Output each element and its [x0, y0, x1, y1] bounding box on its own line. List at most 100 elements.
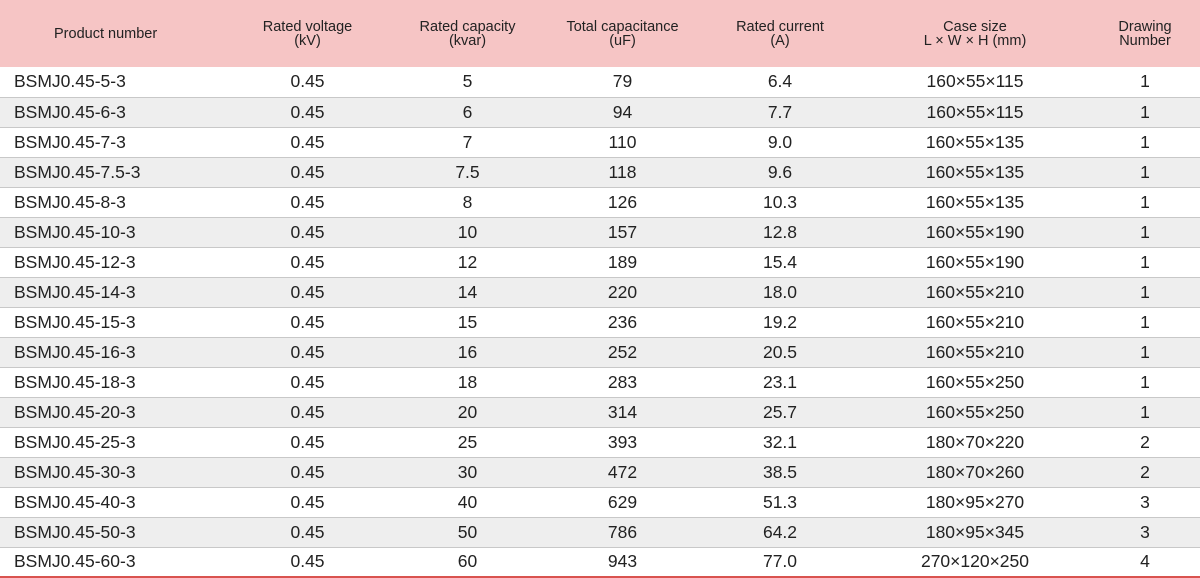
- header-label: Rated voltage: [262, 18, 353, 35]
- table-row: BSMJ0.45-50-3 0.45 50 786 64.2 180×95×345 3: [0, 517, 1200, 548]
- table-row: BSMJ0.45-15-3 0.45 15 236 19.2 160×55×210 1: [0, 307, 1200, 338]
- cell-rated-current: 12.8: [700, 217, 860, 248]
- cell-rated-capacity: 50: [390, 517, 545, 548]
- cell-case-size: 160×55×190: [860, 217, 1090, 248]
- header-unit: L × W × H (mm): [923, 32, 1027, 49]
- cell-rated-voltage: 0.45: [225, 97, 390, 128]
- table-row: BSMJ0.45-7.5-3 0.45 7.5 118 9.6 160×55×135 1: [0, 157, 1200, 188]
- cell-case-size: 160×55×210: [860, 337, 1090, 368]
- cell-rated-capacity: 7: [390, 127, 545, 158]
- cell-drawing-number: 1: [1090, 97, 1200, 128]
- cell-case-size: 180×95×345: [860, 517, 1090, 548]
- cell-rated-capacity: 15: [390, 307, 545, 338]
- cell-total-capacitance: 252: [545, 337, 700, 368]
- cell-case-size: 160×55×115: [860, 67, 1090, 98]
- cell-total-capacitance: 118: [545, 157, 700, 188]
- cell-product-number: BSMJ0.45-7.5-3: [0, 157, 225, 188]
- table-header: Product number Rated voltage (kV) Rated …: [0, 0, 1200, 67]
- table-row: BSMJ0.45-14-3 0.45 14 220 18.0 160×55×210 1: [0, 277, 1200, 308]
- cell-rated-voltage: 0.45: [225, 67, 390, 98]
- cell-rated-voltage: 0.45: [225, 517, 390, 548]
- header-label: Product number: [54, 25, 158, 42]
- cell-product-number: BSMJ0.45-20-3: [0, 397, 225, 428]
- cell-rated-voltage: 0.45: [225, 337, 390, 368]
- cell-case-size: 160×55×115: [860, 97, 1090, 128]
- cell-drawing-number: 1: [1090, 187, 1200, 218]
- cell-rated-current: 32.1: [700, 427, 860, 458]
- cell-rated-current: 20.5: [700, 337, 860, 368]
- cell-case-size: 160×55×135: [860, 187, 1090, 218]
- table-row: BSMJ0.45-10-3 0.45 10 157 12.8 160×55×190 1: [0, 217, 1200, 248]
- cell-rated-current: 6.4: [700, 67, 860, 98]
- cell-rated-voltage: 0.45: [225, 127, 390, 158]
- cell-drawing-number: 1: [1090, 217, 1200, 248]
- cell-drawing-number: 2: [1090, 457, 1200, 488]
- cell-product-number: BSMJ0.45-40-3: [0, 487, 225, 518]
- cell-product-number: BSMJ0.45-16-3: [0, 337, 225, 368]
- cell-rated-capacity: 25: [390, 427, 545, 458]
- cell-total-capacitance: 472: [545, 457, 700, 488]
- cell-product-number: BSMJ0.45-7-3: [0, 127, 225, 158]
- cell-case-size: 160×55×210: [860, 307, 1090, 338]
- cell-rated-current: 9.6: [700, 157, 860, 188]
- cell-case-size: 160×55×250: [860, 367, 1090, 398]
- cell-rated-capacity: 10: [390, 217, 545, 248]
- cell-product-number: BSMJ0.45-5-3: [0, 67, 225, 98]
- cell-rated-voltage: 0.45: [225, 307, 390, 338]
- cell-case-size: 160×55×250: [860, 397, 1090, 428]
- cell-drawing-number: 1: [1090, 247, 1200, 278]
- table-row: BSMJ0.45-16-3 0.45 16 252 20.5 160×55×210 1: [0, 337, 1200, 368]
- cell-rated-current: 10.3: [700, 187, 860, 218]
- cell-case-size: 160×55×190: [860, 247, 1090, 278]
- cell-rated-capacity: 14: [390, 277, 545, 308]
- cell-rated-current: 19.2: [700, 307, 860, 338]
- cell-drawing-number: 1: [1090, 67, 1200, 98]
- cell-rated-capacity: 60: [390, 547, 545, 578]
- cell-drawing-number: 1: [1090, 397, 1200, 428]
- header-unit: (kvar): [448, 32, 487, 49]
- cell-total-capacitance: 220: [545, 277, 700, 308]
- header-total-capacitance: Total capacitance (uF): [545, 0, 700, 67]
- cell-rated-capacity: 40: [390, 487, 545, 518]
- header-label-line2: Number: [1119, 32, 1171, 49]
- cell-rated-current: 18.0: [700, 277, 860, 308]
- cell-product-number: BSMJ0.45-15-3: [0, 307, 225, 338]
- cell-total-capacitance: 94: [545, 97, 700, 128]
- cell-product-number: BSMJ0.45-60-3: [0, 547, 225, 578]
- table-body: BSMJ0.45-5-3 0.45 5 79 6.4 160×55×115 1 BSMJ0.4…: [0, 67, 1200, 578]
- cell-product-number: BSMJ0.45-18-3: [0, 367, 225, 398]
- cell-product-number: BSMJ0.45-14-3: [0, 277, 225, 308]
- header-rated-voltage: Rated voltage (kV): [225, 0, 390, 67]
- cell-drawing-number: 4: [1090, 547, 1200, 578]
- table-row: BSMJ0.45-5-3 0.45 5 79 6.4 160×55×115 1: [0, 67, 1200, 98]
- cell-rated-voltage: 0.45: [225, 367, 390, 398]
- cell-rated-voltage: 0.45: [225, 457, 390, 488]
- header-rated-capacity: Rated capacity (kvar): [390, 0, 545, 67]
- header-label: Drawing: [1118, 18, 1172, 35]
- cell-rated-current: 77.0: [700, 547, 860, 578]
- table-row: BSMJ0.45-8-3 0.45 8 126 10.3 160×55×135 1: [0, 187, 1200, 218]
- table-row: BSMJ0.45-40-3 0.45 40 629 51.3 180×95×270 3: [0, 487, 1200, 518]
- cell-product-number: BSMJ0.45-50-3: [0, 517, 225, 548]
- cell-product-number: BSMJ0.45-6-3: [0, 97, 225, 128]
- cell-case-size: 180×70×220: [860, 427, 1090, 458]
- cell-rated-current: 38.5: [700, 457, 860, 488]
- cell-rated-capacity: 18: [390, 367, 545, 398]
- cell-total-capacitance: 110: [545, 127, 700, 158]
- table-row: BSMJ0.45-20-3 0.45 20 314 25.7 160×55×250 1: [0, 397, 1200, 428]
- cell-case-size: 160×55×135: [860, 127, 1090, 158]
- cell-rated-current: 9.0: [700, 127, 860, 158]
- header-rated-current: Rated current (A): [700, 0, 860, 67]
- cell-rated-capacity: 12: [390, 247, 545, 278]
- cell-total-capacitance: 283: [545, 367, 700, 398]
- header-drawing-number: Drawing Number: [1090, 0, 1200, 67]
- cell-case-size: 270×120×250: [860, 547, 1090, 578]
- cell-case-size: 180×70×260: [860, 457, 1090, 488]
- cell-total-capacitance: 629: [545, 487, 700, 518]
- header-unit: (uF): [609, 32, 636, 49]
- table-row: BSMJ0.45-30-3 0.45 30 472 38.5 180×70×260 2: [0, 457, 1200, 488]
- cell-rated-current: 15.4: [700, 247, 860, 278]
- cell-rated-voltage: 0.45: [225, 427, 390, 458]
- cell-rated-voltage: 0.45: [225, 277, 390, 308]
